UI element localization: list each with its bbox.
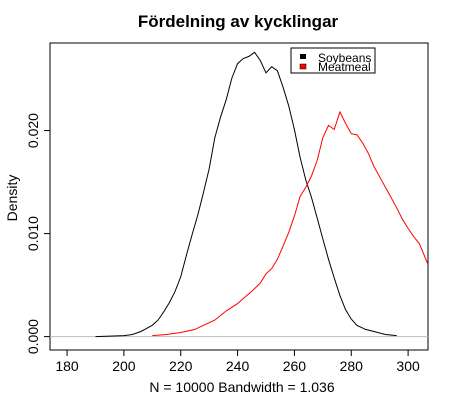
- legend: Soybeans Meatmeal: [290, 47, 376, 74]
- x-tick-label-200: 200: [112, 358, 136, 374]
- axes: 180 200 220 240 260 280 300 0.000 0.010 0.020: [25, 113, 428, 374]
- chart-title: Fördelning av kycklingar: [138, 12, 339, 31]
- y-tick-label-0: 0.000: [25, 319, 41, 354]
- x-tick-label-300: 300: [396, 358, 420, 374]
- x-tick-label-180: 180: [55, 358, 79, 374]
- plot-frame: [49, 42, 429, 351]
- legend-swatch-soybeans: [300, 54, 306, 59]
- x-tick-label-220: 220: [169, 358, 193, 374]
- legend-label-meatmeal: Meatmeal: [318, 60, 371, 74]
- legend-swatch-meatmeal: [299, 63, 307, 70]
- y-tick-label-1: 0.010: [25, 216, 41, 251]
- y-axis-label: Density: [4, 175, 20, 222]
- x-axis-label: N = 10000 Bandwidth = 1.036: [149, 379, 334, 395]
- y-tick-label-2: 0.020: [25, 113, 41, 148]
- x-tick-label-260: 260: [283, 358, 307, 374]
- x-tick-label-240: 240: [226, 358, 250, 374]
- x-tick-label-280: 280: [340, 358, 364, 374]
- series-line-meatmeal: [152, 110, 429, 337]
- legend-label-soybeans: Soybeans: [318, 51, 371, 65]
- series-line-soybeans: [95, 51, 397, 338]
- series-group: [95, 51, 429, 338]
